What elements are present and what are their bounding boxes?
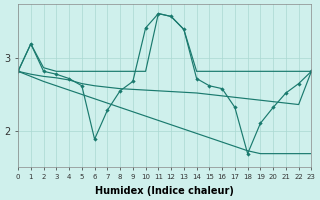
X-axis label: Humidex (Indice chaleur): Humidex (Indice chaleur) [95,186,234,196]
